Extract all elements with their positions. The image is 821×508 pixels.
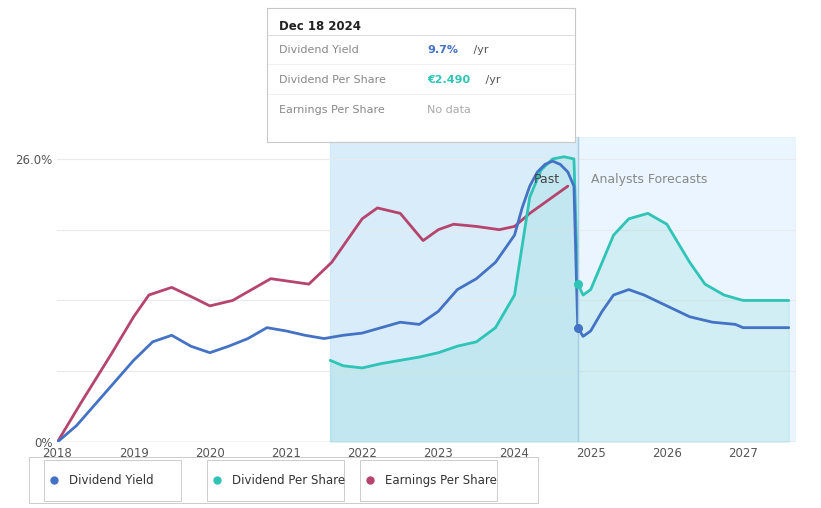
Text: €2.490: €2.490 bbox=[427, 75, 470, 85]
FancyBboxPatch shape bbox=[44, 460, 181, 501]
Text: Dividend Yield: Dividend Yield bbox=[70, 473, 154, 487]
Text: /yr: /yr bbox=[470, 45, 488, 55]
Text: Past: Past bbox=[534, 173, 560, 186]
Text: No data: No data bbox=[427, 105, 470, 114]
Text: Earnings Per Share: Earnings Per Share bbox=[385, 473, 497, 487]
Text: 9.7%: 9.7% bbox=[427, 45, 458, 55]
Bar bbox=[330, 137, 578, 442]
FancyBboxPatch shape bbox=[360, 460, 497, 501]
Text: /yr: /yr bbox=[483, 75, 501, 85]
FancyBboxPatch shape bbox=[207, 460, 344, 501]
Text: Analysts Forecasts: Analysts Forecasts bbox=[590, 173, 707, 186]
Text: Dividend Yield: Dividend Yield bbox=[279, 45, 359, 55]
Text: Dividend Per Share: Dividend Per Share bbox=[279, 75, 386, 85]
Text: Dec 18 2024: Dec 18 2024 bbox=[279, 20, 361, 33]
Bar bbox=[578, 137, 796, 442]
Text: Earnings Per Share: Earnings Per Share bbox=[279, 105, 385, 114]
Text: Dividend Per Share: Dividend Per Share bbox=[232, 473, 346, 487]
